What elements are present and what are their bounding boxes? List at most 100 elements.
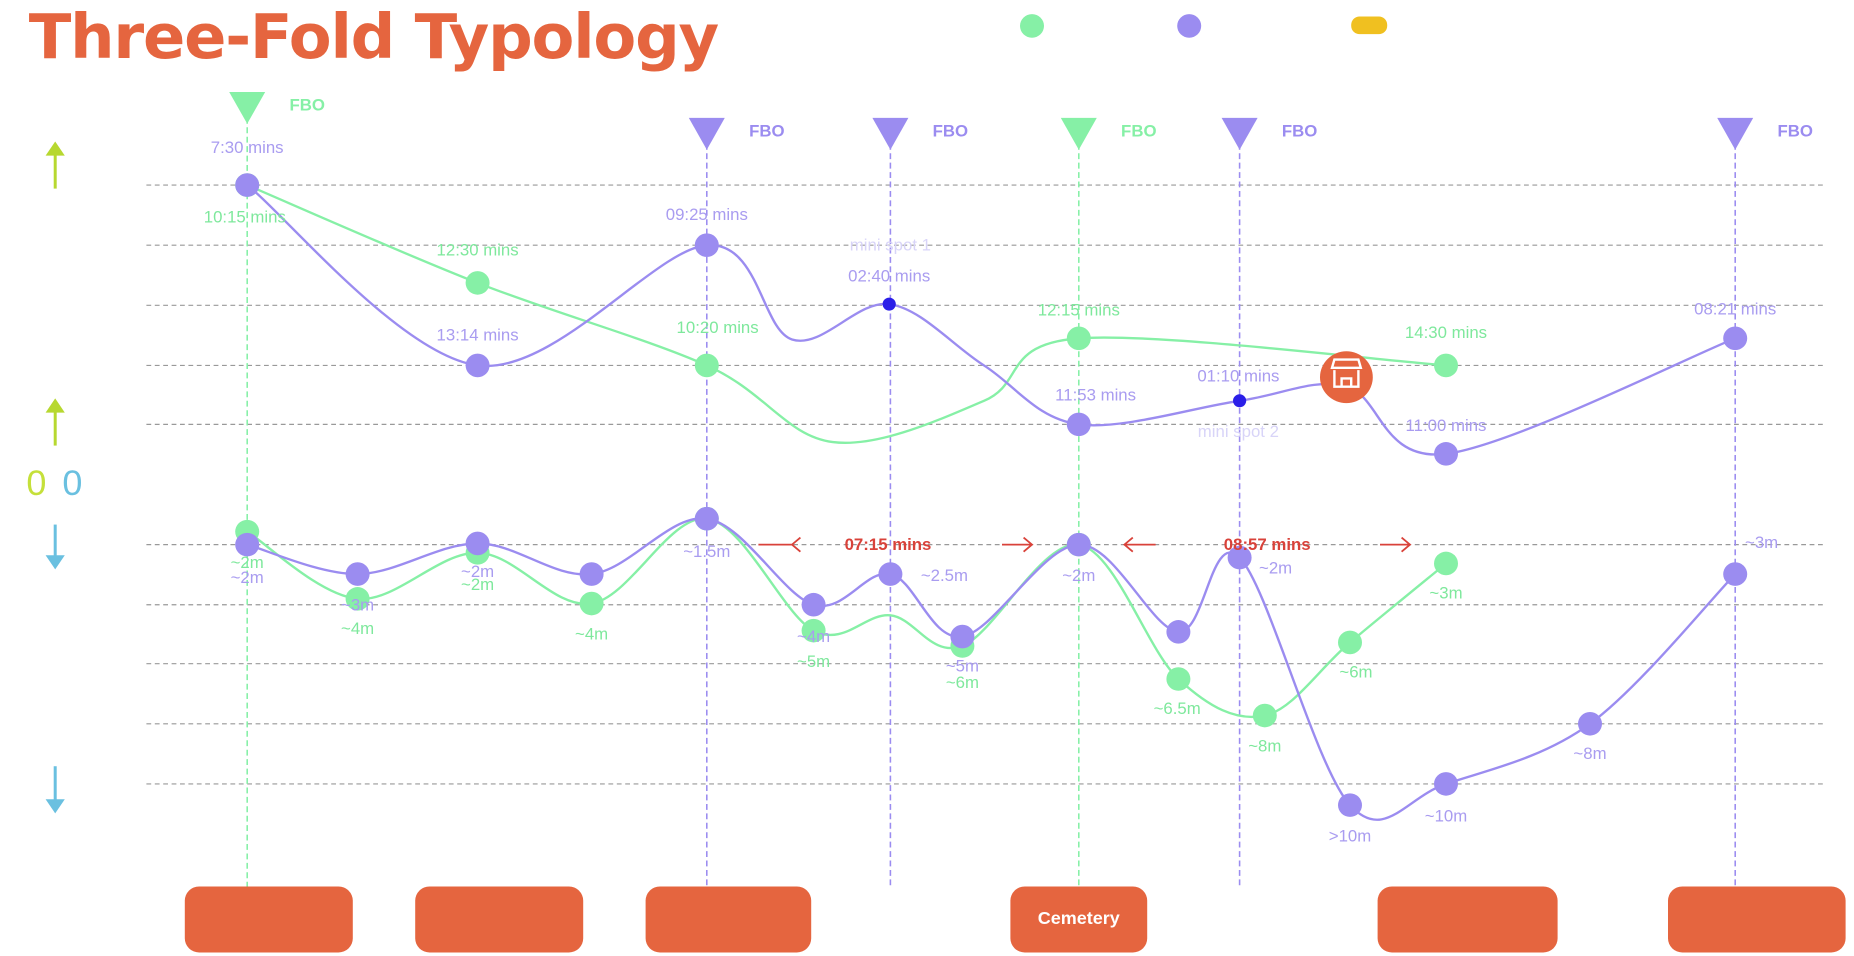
fbo-label: FBO <box>1777 122 1812 141</box>
depth-label: ~3m <box>341 595 374 614</box>
stop-dot <box>235 532 260 557</box>
shop-icon-glyph <box>1330 358 1363 388</box>
depth-label: >10m <box>1329 826 1371 845</box>
stop-button[interactable] <box>1668 886 1846 953</box>
time-label: 12:30 mins <box>437 241 519 260</box>
depth-label: ~6m <box>946 673 979 692</box>
time-label: 10:15 mins <box>204 208 286 227</box>
stop-dot <box>1434 353 1458 378</box>
time-label: mini spot 1 <box>850 236 931 255</box>
depth-label: ~3m <box>1745 533 1778 552</box>
time-label: 7:30 mins <box>211 138 284 157</box>
fbo-marker <box>688 117 725 150</box>
fbo-marker <box>229 91 266 124</box>
route-line <box>246 517 1737 821</box>
depth-label: ~2m <box>1259 559 1292 578</box>
transit-label: 08:57 mins <box>1224 535 1311 554</box>
stop-dot <box>1252 703 1277 728</box>
depth-label: ~5m <box>797 652 830 671</box>
time-label: 02:40 mins <box>848 267 930 286</box>
depth-label: ~6.5m <box>1154 699 1201 718</box>
depth-label: ~8m <box>1248 737 1281 756</box>
mini-spot <box>882 297 896 311</box>
fbo-label: FBO <box>1282 122 1317 141</box>
stop-dot <box>1338 630 1362 655</box>
mini-spot <box>1233 394 1247 408</box>
stop-dot <box>1578 711 1603 736</box>
time-label: 12:15 mins <box>1038 301 1120 320</box>
stop-button[interactable] <box>645 886 812 953</box>
stop-dot <box>694 353 719 378</box>
transit-arrow <box>758 536 801 553</box>
transit-arrow <box>1123 536 1156 553</box>
time-label: 14:30 mins <box>1405 323 1487 342</box>
route-line <box>246 183 1447 444</box>
stop-dot <box>465 531 490 556</box>
fbo-marker <box>1060 117 1097 150</box>
stop-dot <box>465 353 490 378</box>
transit-arrow <box>1002 536 1034 553</box>
time-label: 08:21 mins <box>1694 300 1776 319</box>
fbo-marker <box>1717 117 1754 150</box>
stop-dot <box>1066 532 1091 557</box>
fbo-label: FBO <box>289 96 324 115</box>
depth-label: ~2m <box>231 553 264 572</box>
depth-label: ~2m <box>231 568 264 587</box>
stop-dot <box>694 506 719 531</box>
time-label: 13:14 mins <box>437 325 519 344</box>
legend-swatch <box>1351 16 1388 35</box>
time-label: 11:00 mins <box>1406 416 1487 435</box>
stop-dot <box>1166 667 1191 691</box>
stop-dot <box>950 624 975 649</box>
side-arrow-head <box>45 141 65 156</box>
stop-button[interactable] <box>184 886 353 953</box>
depth-label: ~4m <box>575 625 608 644</box>
stop-dot <box>1434 772 1458 796</box>
depth-label: ~2m <box>1062 566 1095 585</box>
transit-label: 07:15 mins <box>845 535 932 554</box>
depth-label: ~1.5m <box>683 542 730 561</box>
stop-button[interactable] <box>415 886 584 953</box>
depth-label: ~5m <box>946 657 979 676</box>
stop-dot <box>1723 326 1748 351</box>
legend-dot <box>1020 14 1044 38</box>
depth-label: ~4m <box>341 619 374 638</box>
legend-dot <box>1177 14 1202 38</box>
stop-dot <box>235 173 260 197</box>
depth-label: ~10m <box>1425 806 1467 825</box>
time-label: mini spot 2 <box>1198 422 1279 441</box>
stop-dot <box>878 562 903 586</box>
depth-label: ~3m <box>1429 584 1462 603</box>
stop-dot <box>1066 326 1091 351</box>
stop-dot <box>579 591 604 616</box>
stop-dot <box>1338 793 1362 817</box>
depth-label: ~2m <box>461 575 494 594</box>
indicator: 0 <box>26 464 47 504</box>
stop-dot <box>1434 551 1458 576</box>
stop-dot <box>801 592 826 617</box>
stop-dot <box>1434 442 1458 466</box>
fbo-label: FBO <box>749 122 784 141</box>
stop-button[interactable]: Cemetery <box>1010 886 1148 953</box>
fbo-label: FBO <box>1121 122 1156 141</box>
fbo-label: FBO <box>933 122 968 141</box>
stop-dot <box>345 562 370 586</box>
time-label: 01:10 mins <box>1197 367 1279 386</box>
depth-label: ~8m <box>1573 744 1606 763</box>
stop-button[interactable] <box>1377 886 1558 953</box>
depth-label: ~2m <box>461 562 494 581</box>
time-label: 11:53 mins <box>1055 386 1136 405</box>
route-line <box>246 184 1736 456</box>
time-label: 10:20 mins <box>677 318 759 337</box>
stop-dot <box>1066 412 1091 437</box>
stop-dot <box>694 233 719 257</box>
stop-dot <box>579 562 604 586</box>
side-arrow-head <box>45 398 65 413</box>
side-arrow-head <box>45 799 65 814</box>
stop-dot <box>801 618 826 643</box>
stop-dot <box>1723 562 1748 586</box>
time-label: 09:25 mins <box>666 205 748 224</box>
